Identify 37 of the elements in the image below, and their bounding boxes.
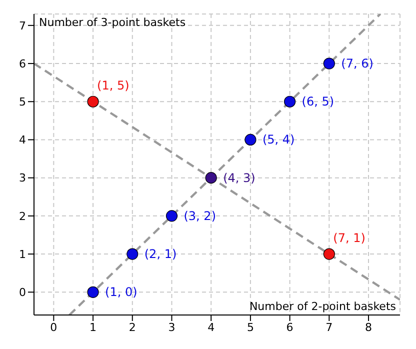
x-axis-title: Number of 2-point baskets xyxy=(249,300,396,313)
point xyxy=(323,248,335,260)
data-label: (5, 4) xyxy=(262,132,295,147)
x-tick-label: 5 xyxy=(246,320,254,334)
y-tick-label: 7 xyxy=(19,19,26,32)
point xyxy=(284,96,296,108)
y-tick-label: 0 xyxy=(19,286,26,300)
x-tick-label: 8 xyxy=(365,320,372,334)
data-label: (6, 5) xyxy=(302,94,334,109)
point xyxy=(205,172,217,184)
data-label: (4, 3) xyxy=(223,170,256,185)
point xyxy=(244,134,256,146)
y-tick-label: 3 xyxy=(19,172,26,185)
data-label: (1, 5) xyxy=(97,78,130,93)
x-tick-label: 4 xyxy=(208,320,215,334)
data-label: (1, 0) xyxy=(105,285,138,300)
y-tick-label: 4 xyxy=(19,134,26,147)
y-tick-label: 2 xyxy=(19,210,26,223)
point xyxy=(87,286,99,298)
data-label: (7, 6) xyxy=(341,56,374,71)
y-axis-title: Number of 3-point baskets xyxy=(39,16,186,29)
x-tick-label: 3 xyxy=(168,320,176,334)
point xyxy=(87,96,99,108)
x-tick-label: 2 xyxy=(128,320,136,334)
y-tick-label: 6 xyxy=(19,57,26,70)
x-tick-label: 0 xyxy=(50,320,58,334)
x-tick-label: 1 xyxy=(90,320,97,334)
point xyxy=(126,248,138,260)
data-label: (7, 1) xyxy=(333,231,366,246)
point xyxy=(166,210,178,222)
data-label: (3, 2) xyxy=(184,208,216,223)
point xyxy=(323,58,335,70)
data-label: (2, 1) xyxy=(144,247,177,262)
x-tick-label: 6 xyxy=(286,320,294,334)
y-tick-label: 5 xyxy=(19,96,26,109)
x-tick-label: 7 xyxy=(326,320,333,334)
y-tick-label: 1 xyxy=(19,248,26,261)
